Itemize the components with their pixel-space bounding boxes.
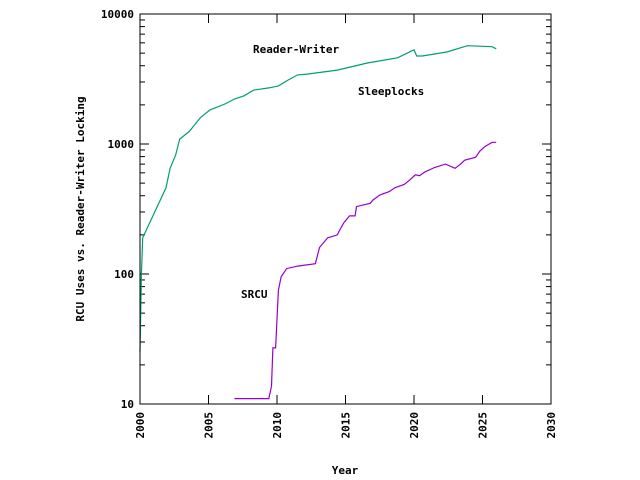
axis-ticks <box>139 13 552 405</box>
y-tick-label: 10000 <box>101 8 134 21</box>
tick-labels: 10 100 1000 10000 2000 2005 2010 2015 2020 2025 20… <box>101 8 558 439</box>
x-tick-label: 2025 <box>477 412 490 439</box>
x-tick-label: 2010 <box>271 412 284 439</box>
series-lines <box>139 45 497 400</box>
series-label-srcu: SRCU <box>241 288 268 301</box>
series-label-reader-writer: Reader-Writer <box>253 43 339 56</box>
series-line-srcu <box>234 141 497 400</box>
y-tick-label: 10 <box>121 398 134 411</box>
x-axis-label: Year <box>332 464 359 477</box>
y-tick-label: 1000 <box>108 138 135 151</box>
series-line-reader-writer <box>139 45 497 353</box>
plot-border <box>139 13 552 405</box>
series-label-sleeplocks: Sleeplocks <box>358 85 424 98</box>
x-tick-label: 2015 <box>340 412 353 439</box>
x-tick-label: 2030 <box>545 412 558 439</box>
x-tick-label: 2020 <box>408 412 421 439</box>
x-tick-label: 2005 <box>203 412 216 439</box>
y-axis-label: RCU Uses vs. Reader-Writer Locking <box>74 96 87 321</box>
y-tick-label: 100 <box>114 268 134 281</box>
x-tick-label: 2000 <box>134 412 147 439</box>
